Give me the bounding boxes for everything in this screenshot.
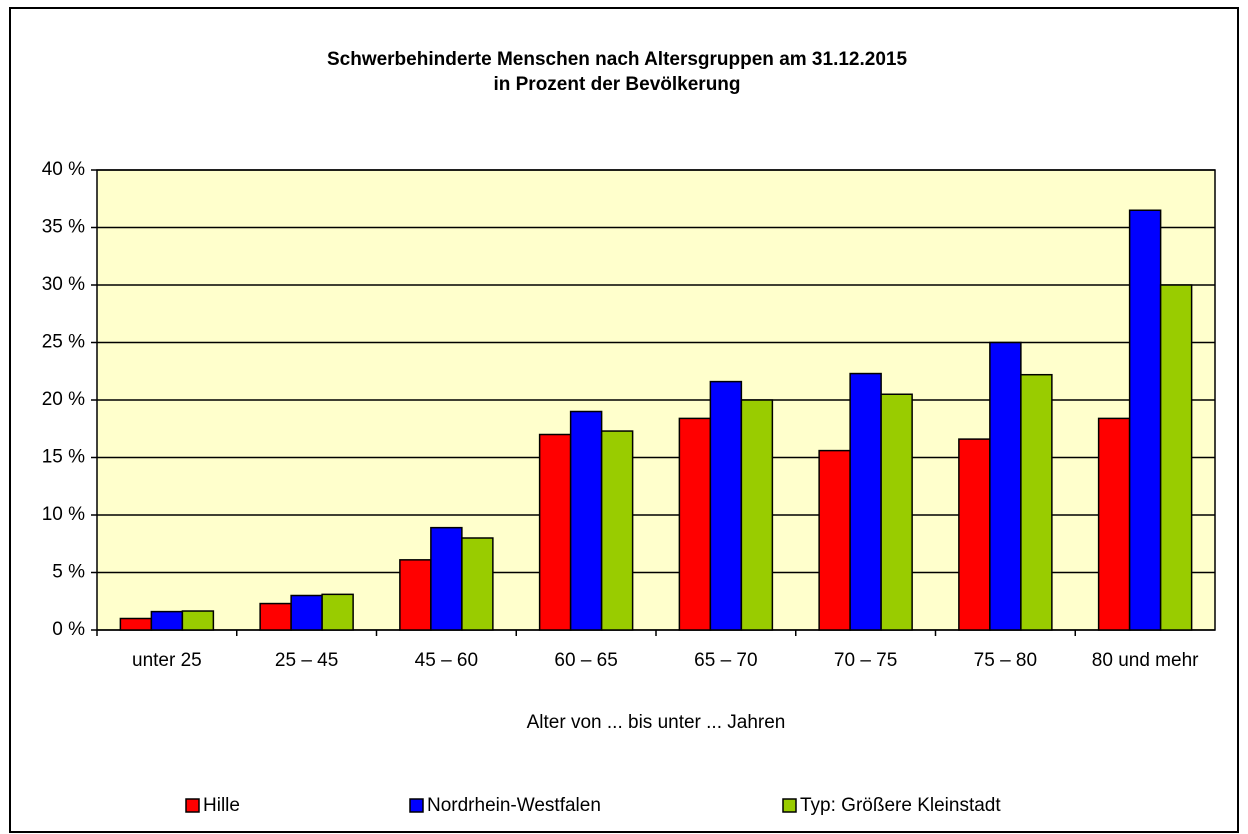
bar <box>430 526 463 631</box>
y-tick-label: 15 % <box>42 447 85 468</box>
bar <box>1128 209 1162 631</box>
x-tick-label: 65 – 70 <box>694 650 757 671</box>
bar <box>461 537 494 631</box>
bar <box>538 433 572 631</box>
x-tick-label: 60 – 65 <box>554 650 617 671</box>
bar <box>181 610 215 631</box>
x-tick-label: 70 – 75 <box>834 650 897 671</box>
bar <box>958 438 991 631</box>
bar <box>1020 373 1053 631</box>
bar <box>740 399 774 631</box>
y-tick-label: 10 % <box>42 504 85 525</box>
y-tick-label: 40 % <box>42 159 85 180</box>
y-tick-label: 35 % <box>42 217 85 238</box>
bar <box>569 410 603 631</box>
bar <box>989 341 1022 631</box>
bar <box>709 380 743 631</box>
x-tick-label: unter 25 <box>132 650 202 671</box>
bar <box>678 417 712 631</box>
bar <box>399 559 432 631</box>
legend-label: Nordrhein-Westfalen <box>427 795 601 816</box>
y-tick-label: 5 % <box>52 562 85 583</box>
x-tick-label: 45 – 60 <box>415 650 478 671</box>
x-tick-label: 25 – 45 <box>275 650 338 671</box>
bar <box>1159 284 1193 631</box>
bar <box>290 594 323 631</box>
x-tick-label: 75 – 80 <box>974 650 1037 671</box>
bar <box>818 449 851 631</box>
legend-label: Typ: Größere Kleinstadt <box>800 795 1001 816</box>
y-tick-label: 20 % <box>42 389 85 410</box>
x-axis-label: Alter von ... bis unter ... Jahren <box>527 712 786 733</box>
legend-swatch <box>782 798 797 813</box>
chart-title: Schwerbehinderte Menschen nach Altersgru… <box>327 49 907 70</box>
y-tick-label: 30 % <box>42 274 85 295</box>
bar <box>849 372 882 631</box>
bar <box>1097 417 1131 631</box>
chart-subtitle: in Prozent der Bevölkerung <box>493 74 740 95</box>
legend-swatch <box>409 798 424 813</box>
bar <box>119 617 153 631</box>
y-tick-label: 0 % <box>52 619 85 640</box>
bar <box>150 610 184 631</box>
bar <box>321 593 354 631</box>
bar <box>600 430 634 631</box>
legend-label: Hille <box>203 795 240 816</box>
y-tick-label: 25 % <box>42 332 85 353</box>
legend-swatch <box>185 798 200 813</box>
bar <box>880 393 913 631</box>
x-tick-label: 80 und mehr <box>1092 650 1199 671</box>
bar <box>259 602 292 631</box>
